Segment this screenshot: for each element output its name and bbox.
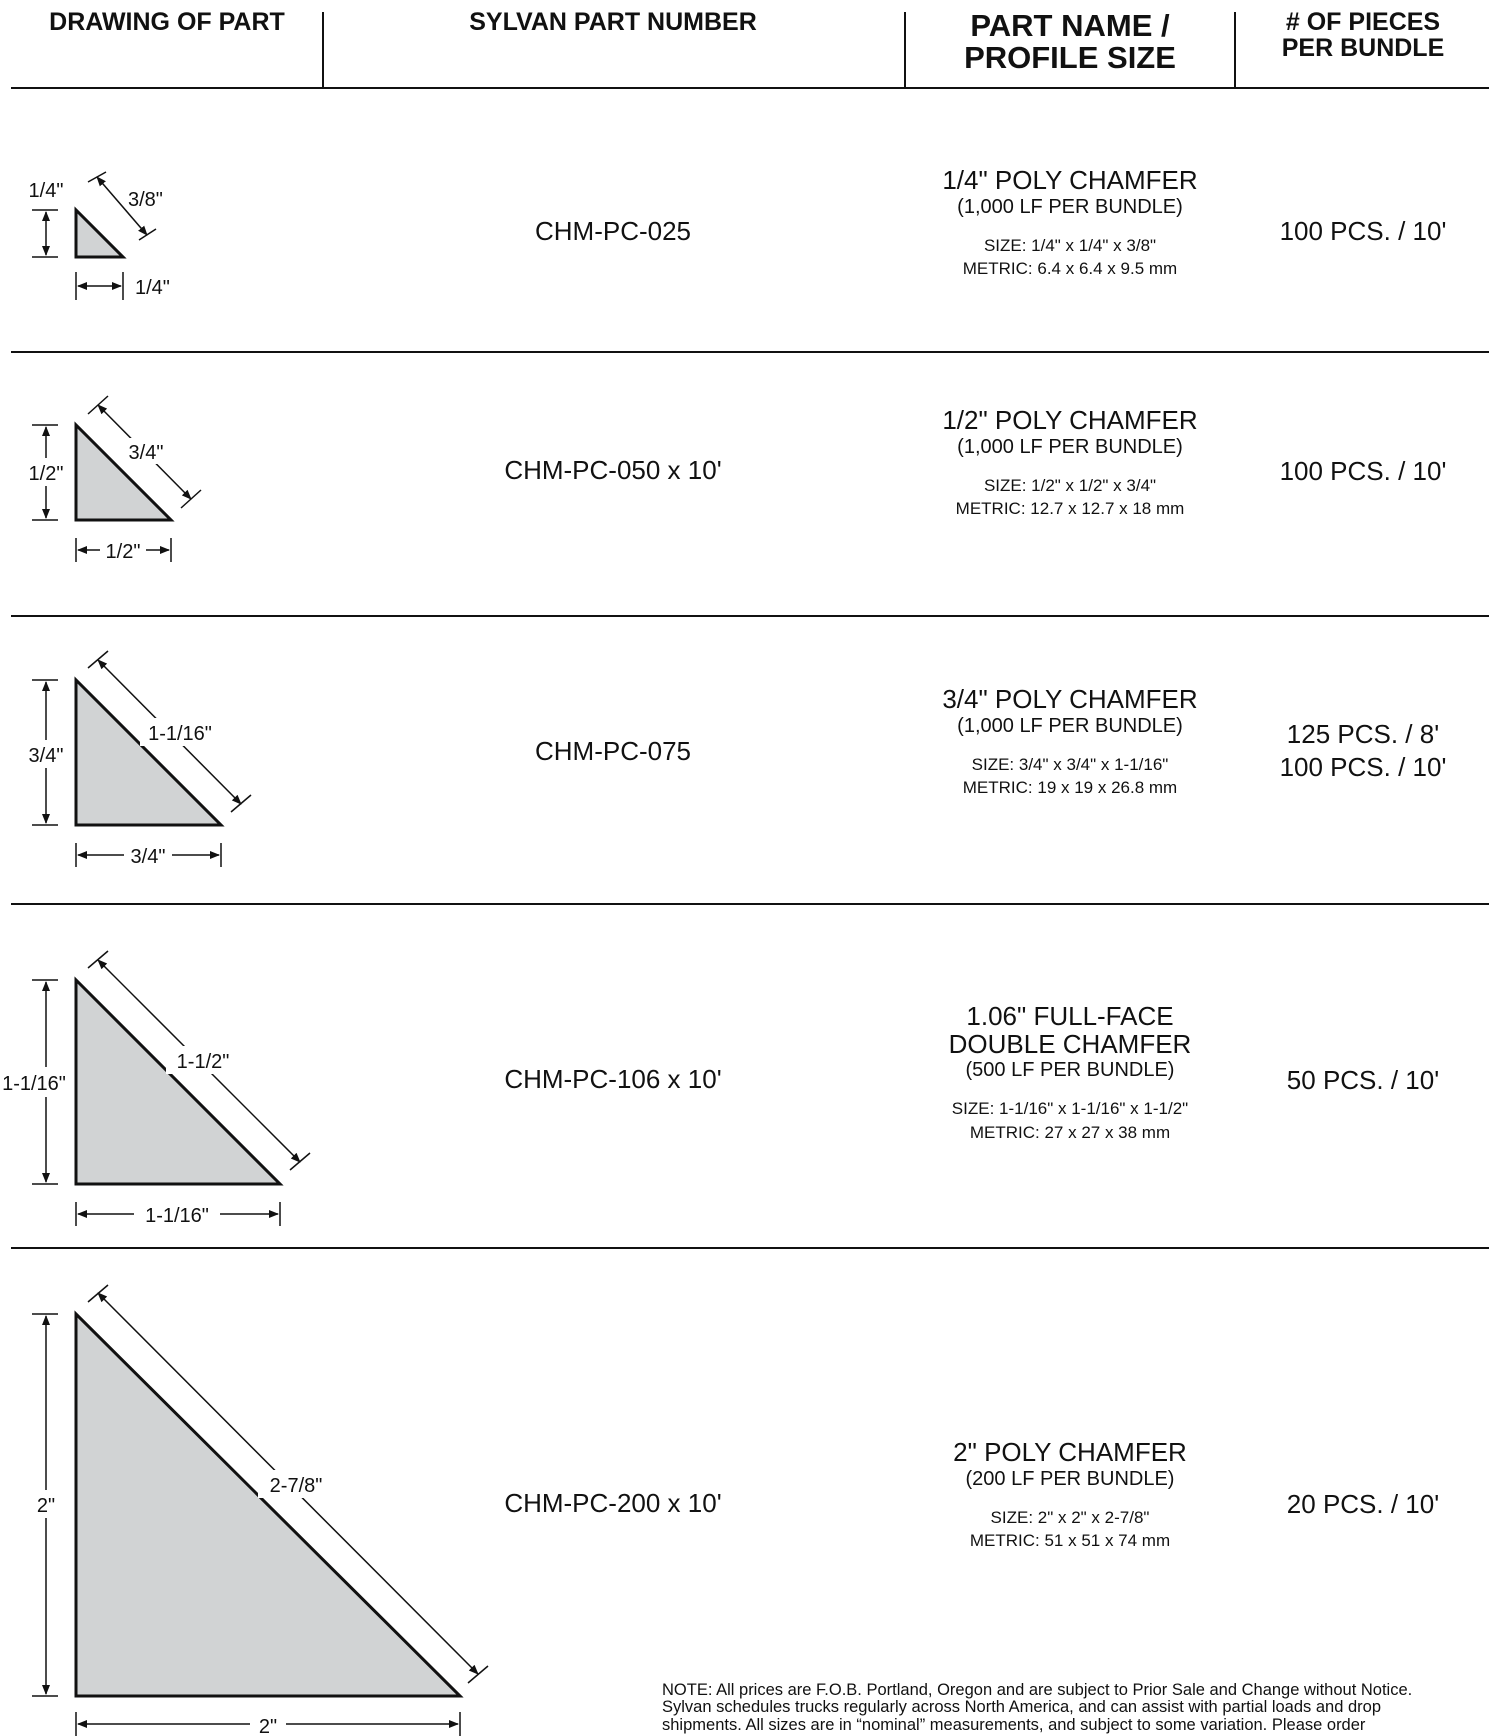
pieces-per-bundle: 50 PCS. / 10': [1237, 1064, 1489, 1097]
dim-diagonal-label: 3/8": [128, 189, 163, 211]
pieces-per-bundle: 20 PCS. / 10': [1237, 1488, 1489, 1521]
bundle-length: (1,000 LF PER BUNDLE): [957, 435, 1183, 458]
footnote-line3: shipments. All sizes are in “nominal” me…: [662, 1715, 1366, 1734]
dim-horizontal-label: 1/2": [106, 541, 141, 563]
part-name: 1.06" FULL-FACE: [966, 1001, 1174, 1031]
size-metric: METRIC: 19 x 19 x 26.8 mm: [962, 778, 1178, 798]
pieces-line1: 100 PCS. / 10': [1279, 216, 1447, 246]
part-name-block: 3/4" POLY CHAMFER (1,000 LF PER BUNDLE) …: [905, 684, 1235, 801]
size-imperial: SIZE: 1-1/16" x 1-1/16" x 1-1/2": [951, 1099, 1189, 1119]
profile-size: SIZE: 1-1/16" x 1-1/16" x 1-1/2" METRIC:…: [905, 1097, 1235, 1145]
dim-diagonal-label: 1-1/2": [177, 1051, 230, 1073]
row-rule-1: [11, 351, 1489, 353]
part-drawings: 1/4" 1/4" 3/8" 1/2" 1/2" 3/4" 3/4": [0, 171, 489, 1736]
pieces-per-bundle: 100 PCS. / 10': [1237, 215, 1489, 248]
dim-vertical-label: 1-1/16": [2, 1073, 66, 1095]
header-pieces-line2: PER BUNDLE: [1281, 33, 1445, 62]
header-drawing: DRAWING OF PART: [49, 8, 285, 36]
part-number: CHM-PC-075: [534, 736, 692, 766]
part-number: CHM-PC-200 x 10': [504, 1488, 722, 1518]
size-imperial: SIZE: 2" x 2" x 2-7/8": [990, 1507, 1150, 1527]
pieces-line1: 100 PCS. / 10': [1279, 456, 1447, 486]
part-name-block: 1.06" FULL-FACE DOUBLE CHAMFER (500 LF P…: [905, 1001, 1235, 1145]
size-metric: METRIC: 6.4 x 6.4 x 9.5 mm: [962, 259, 1178, 279]
part-name: 3/4" POLY CHAMFER: [942, 684, 1198, 714]
dim-horizontal-label: 1-1/16": [145, 1205, 209, 1227]
header-rule: [11, 87, 1489, 89]
size-metric: METRIC: 51 x 51 x 74 mm: [969, 1531, 1171, 1551]
header-divider-2: [904, 12, 906, 88]
part-number: CHM-PC-025: [534, 216, 692, 246]
bundle-length: (200 LF PER BUNDLE): [965, 1467, 1175, 1490]
footnote-line2: Sylvan schedules trucks regularly across…: [662, 1698, 1382, 1717]
chamfer-drawing-three-quarter: 3/4" 3/4" 1-1/16": [24, 650, 252, 868]
pieces-line1: 50 PCS. / 10': [1286, 1065, 1440, 1095]
part-name-block: 1/2" POLY CHAMFER (1,000 LF PER BUNDLE) …: [905, 405, 1235, 522]
profile-size: SIZE: 1/4" x 1/4" x 3/8" METRIC: 6.4 x 6…: [905, 234, 1235, 282]
footnote: NOTE: All prices are F.O.B. Portland, Or…: [662, 1681, 1489, 1734]
chamfer-drawing-two-inch: 2" 2" 2-7/8": [26, 1284, 489, 1736]
pieces-line2: 100 PCS. / 10': [1279, 751, 1447, 782]
bundle-length: (1,000 LF PER BUNDLE): [957, 195, 1183, 218]
part-number: CHM-PC-106 x 10': [504, 1064, 722, 1094]
pieces-per-bundle: 100 PCS. / 10': [1237, 455, 1489, 488]
footnote-line1: NOTE: All prices are F.O.B. Portland, Or…: [662, 1681, 1413, 1699]
part-name-block: 2" POLY CHAMFER (200 LF PER BUNDLE) SIZE…: [905, 1437, 1235, 1554]
dim-horizontal-label: 2": [259, 1716, 277, 1736]
part-name: 1/4" POLY CHAMFER: [942, 165, 1198, 195]
bundle-length: (1,000 LF PER BUNDLE): [957, 714, 1183, 737]
pieces-line1: 20 PCS. / 10': [1286, 1489, 1440, 1519]
size-imperial: SIZE: 1/2" x 1/2" x 3/4": [983, 475, 1157, 495]
size-metric: METRIC: 12.7 x 12.7 x 18 mm: [955, 499, 1185, 519]
dim-vertical-label: 2": [37, 1495, 55, 1517]
chamfer-drawing-half: 1/2" 1/2" 3/4": [24, 395, 202, 563]
header-pieces: # OF PIECES PER BUNDLE: [1237, 8, 1489, 62]
pieces-per-bundle: 125 PCS. / 8' 100 PCS. / 10': [1237, 718, 1489, 783]
row-rule-4: [11, 1247, 1489, 1249]
chamfer-drawing-quarter: 1/4" 1/4" 3/8": [29, 171, 170, 300]
header-part-name: PART NAME / PROFILE SIZE: [905, 10, 1235, 73]
dim-diagonal-label: 1-1/16": [148, 723, 212, 745]
profile-size: SIZE: 2" x 2" x 2-7/8" METRIC: 51 x 51 x…: [905, 1506, 1235, 1554]
pieces-line1: 125 PCS. / 8': [1286, 719, 1440, 749]
dim-horizontal-label: 1/4": [135, 277, 170, 299]
size-metric: METRIC: 27 x 27 x 38 mm: [969, 1122, 1171, 1142]
profile-size: SIZE: 3/4" x 3/4" x 1-1/16" METRIC: 19 x…: [905, 753, 1235, 801]
profile-size: SIZE: 1/2" x 1/2" x 3/4" METRIC: 12.7 x …: [905, 474, 1235, 522]
dim-vertical-label: 3/4": [29, 745, 64, 767]
dim-vertical-label: 1/2": [29, 463, 64, 485]
header-divider-1: [322, 12, 324, 88]
part-name: 1/2" POLY CHAMFER: [942, 405, 1198, 435]
part-number: CHM-PC-050 x 10': [504, 455, 722, 485]
dim-diagonal-label: 3/4": [129, 442, 164, 464]
header-pieces-line1: # OF PIECES: [1285, 8, 1441, 36]
bundle-length: (500 LF PER BUNDLE): [965, 1059, 1175, 1082]
part-name-line2: DOUBLE CHAMFER: [948, 1028, 1192, 1059]
dim-diagonal-label: 2-7/8": [270, 1475, 323, 1497]
header-part-name-line2: PROFILE SIZE: [964, 39, 1176, 75]
row-rule-3: [11, 903, 1489, 905]
header-part-number: SYLVAN PART NUMBER: [469, 8, 757, 36]
size-imperial: SIZE: 1/4" x 1/4" x 3/8": [983, 235, 1157, 255]
row-rule-2: [11, 615, 1489, 617]
dim-vertical-label: 1/4": [29, 180, 64, 202]
size-imperial: SIZE: 3/4" x 3/4" x 1-1/16": [971, 754, 1169, 774]
chamfer-drawing-full-face: 1-1/16" 1-1/16" 1-1/2": [0, 950, 311, 1227]
part-name: 2" POLY CHAMFER: [953, 1437, 1187, 1467]
header-divider-3: [1234, 12, 1236, 88]
header-part-name-line1: PART NAME /: [970, 8, 1170, 43]
part-name-block: 1/4" POLY CHAMFER (1,000 LF PER BUNDLE) …: [905, 165, 1235, 282]
dim-horizontal-label: 3/4": [131, 846, 166, 868]
